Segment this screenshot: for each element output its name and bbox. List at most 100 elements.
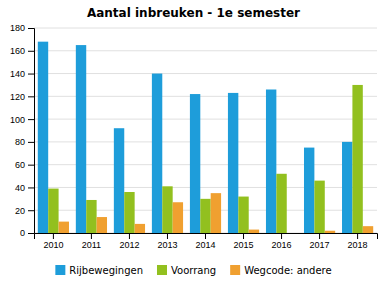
x-tick-mark: [53, 233, 54, 239]
x-tick: 2014: [195, 233, 215, 250]
x-tick: 2016: [272, 233, 292, 250]
bar: [363, 226, 373, 233]
bar: [76, 45, 86, 233]
bar: [200, 199, 210, 233]
bar: [314, 181, 324, 233]
bar: [124, 192, 134, 233]
bar: [190, 94, 200, 233]
bar: [238, 197, 248, 233]
bar: [114, 128, 124, 233]
y-tick-mark: [28, 165, 34, 166]
x-tick-mark: [281, 233, 282, 239]
y-tick-label: 100: [10, 114, 25, 124]
y-tick: 80: [15, 137, 34, 147]
y-tick-mark: [28, 28, 34, 29]
x-tick: 2010: [43, 233, 63, 250]
y-tick-mark: [28, 51, 34, 52]
y-tick: 20: [15, 206, 34, 216]
bars: [38, 42, 373, 233]
bar: [228, 93, 238, 233]
x-tick-mark: [357, 233, 358, 239]
x-tick-mark: [167, 233, 168, 239]
legend-label: Rijbewegingen: [69, 265, 143, 276]
y-tick-label: 120: [10, 92, 25, 102]
y-tick-mark: [28, 187, 34, 188]
x-axis-line: [35, 234, 378, 240]
y-axis: 0 20 40 60 80 100 120 140 160 180: [10, 23, 35, 238]
bar: [276, 174, 286, 233]
bar: [48, 189, 58, 233]
title: Aantal inbreuken - 1e semester: [87, 6, 300, 20]
bar: [325, 231, 335, 233]
legend-swatch: [55, 265, 65, 275]
bar-series: [59, 193, 374, 233]
y-tick: 160: [10, 46, 34, 56]
x-tick-mark: [319, 233, 320, 239]
x-tick-mark: [91, 233, 92, 239]
y-tick-mark: [28, 142, 34, 143]
bar-series: [48, 85, 363, 233]
x-tick-mark: [205, 233, 206, 239]
y-tick-label: 0: [20, 228, 25, 238]
x-tick-label: 2016: [272, 240, 292, 250]
x-axis: 2010 2011 2012 2013 2014 2015 2016 2017 2018: [35, 233, 378, 250]
y-tick-label: 40: [15, 183, 25, 193]
y-tick: 180: [10, 23, 34, 33]
x-tick-label: 2017: [310, 240, 330, 250]
bar: [211, 193, 221, 233]
bar: [38, 42, 48, 233]
y-tick: 140: [10, 69, 34, 79]
legend-item: Wegcode: andere: [230, 265, 331, 276]
bar: [135, 224, 145, 233]
x-tick: 2018: [348, 233, 368, 250]
legend-item: Voorrang: [157, 265, 216, 276]
y-axis-line: [28, 29, 35, 234]
bar: [304, 148, 314, 233]
bar: [266, 90, 276, 234]
y-tick-label: 80: [15, 137, 25, 147]
bar: [162, 186, 172, 233]
y-tick-mark: [28, 210, 34, 211]
legend-label: Wegcode: andere: [244, 265, 331, 276]
bar: [152, 74, 162, 233]
x-tick-label: 2014: [195, 240, 215, 250]
x-tick: 2015: [234, 233, 254, 250]
y-tick: 120: [10, 92, 34, 102]
y-tick-mark: [28, 96, 34, 97]
y-tick-label: 180: [10, 23, 25, 33]
x-tick-label: 2015: [234, 240, 254, 250]
bar: [249, 230, 259, 233]
legend-item: Rijbewegingen: [55, 265, 143, 276]
legend-label: Voorrang: [171, 265, 216, 276]
y-tick-mark: [28, 119, 34, 120]
x-tick-label: 2012: [119, 240, 139, 250]
plot: 0 20 40 60 80 100 120 140 160 180 2010 2011 2012 2013…: [10, 23, 378, 250]
y-tick: 0: [20, 228, 34, 238]
x-tick: 2013: [157, 233, 177, 250]
bar: [287, 233, 297, 234]
x-tick-mark: [243, 233, 244, 239]
legend: Rijbewegingen Voorrang Wegcode: andere: [55, 265, 331, 276]
bar: [86, 200, 96, 233]
x-tick: 2011: [82, 233, 101, 250]
x-tick-mark: [129, 233, 130, 239]
y-tick-label: 20: [15, 206, 25, 216]
y-tick-label: 60: [15, 160, 25, 170]
grid: [34, 28, 377, 233]
legend-swatch: [230, 265, 240, 275]
y-tick-label: 140: [10, 69, 25, 79]
y-tick-label: 160: [10, 46, 25, 56]
bar: [173, 202, 183, 233]
x-tick-label: 2011: [82, 240, 101, 250]
y-tick-mark: [28, 74, 34, 75]
bar: [59, 222, 69, 233]
bar: [342, 142, 352, 233]
y-tick: 60: [15, 160, 34, 170]
x-tick-label: 2018: [348, 240, 368, 250]
y-tick: 40: [15, 183, 34, 193]
x-tick: 2012: [119, 233, 139, 250]
x-tick: 2017: [310, 233, 330, 250]
bar: [352, 85, 362, 233]
legend-swatch: [157, 265, 167, 275]
y-tick-mark: [28, 233, 34, 234]
